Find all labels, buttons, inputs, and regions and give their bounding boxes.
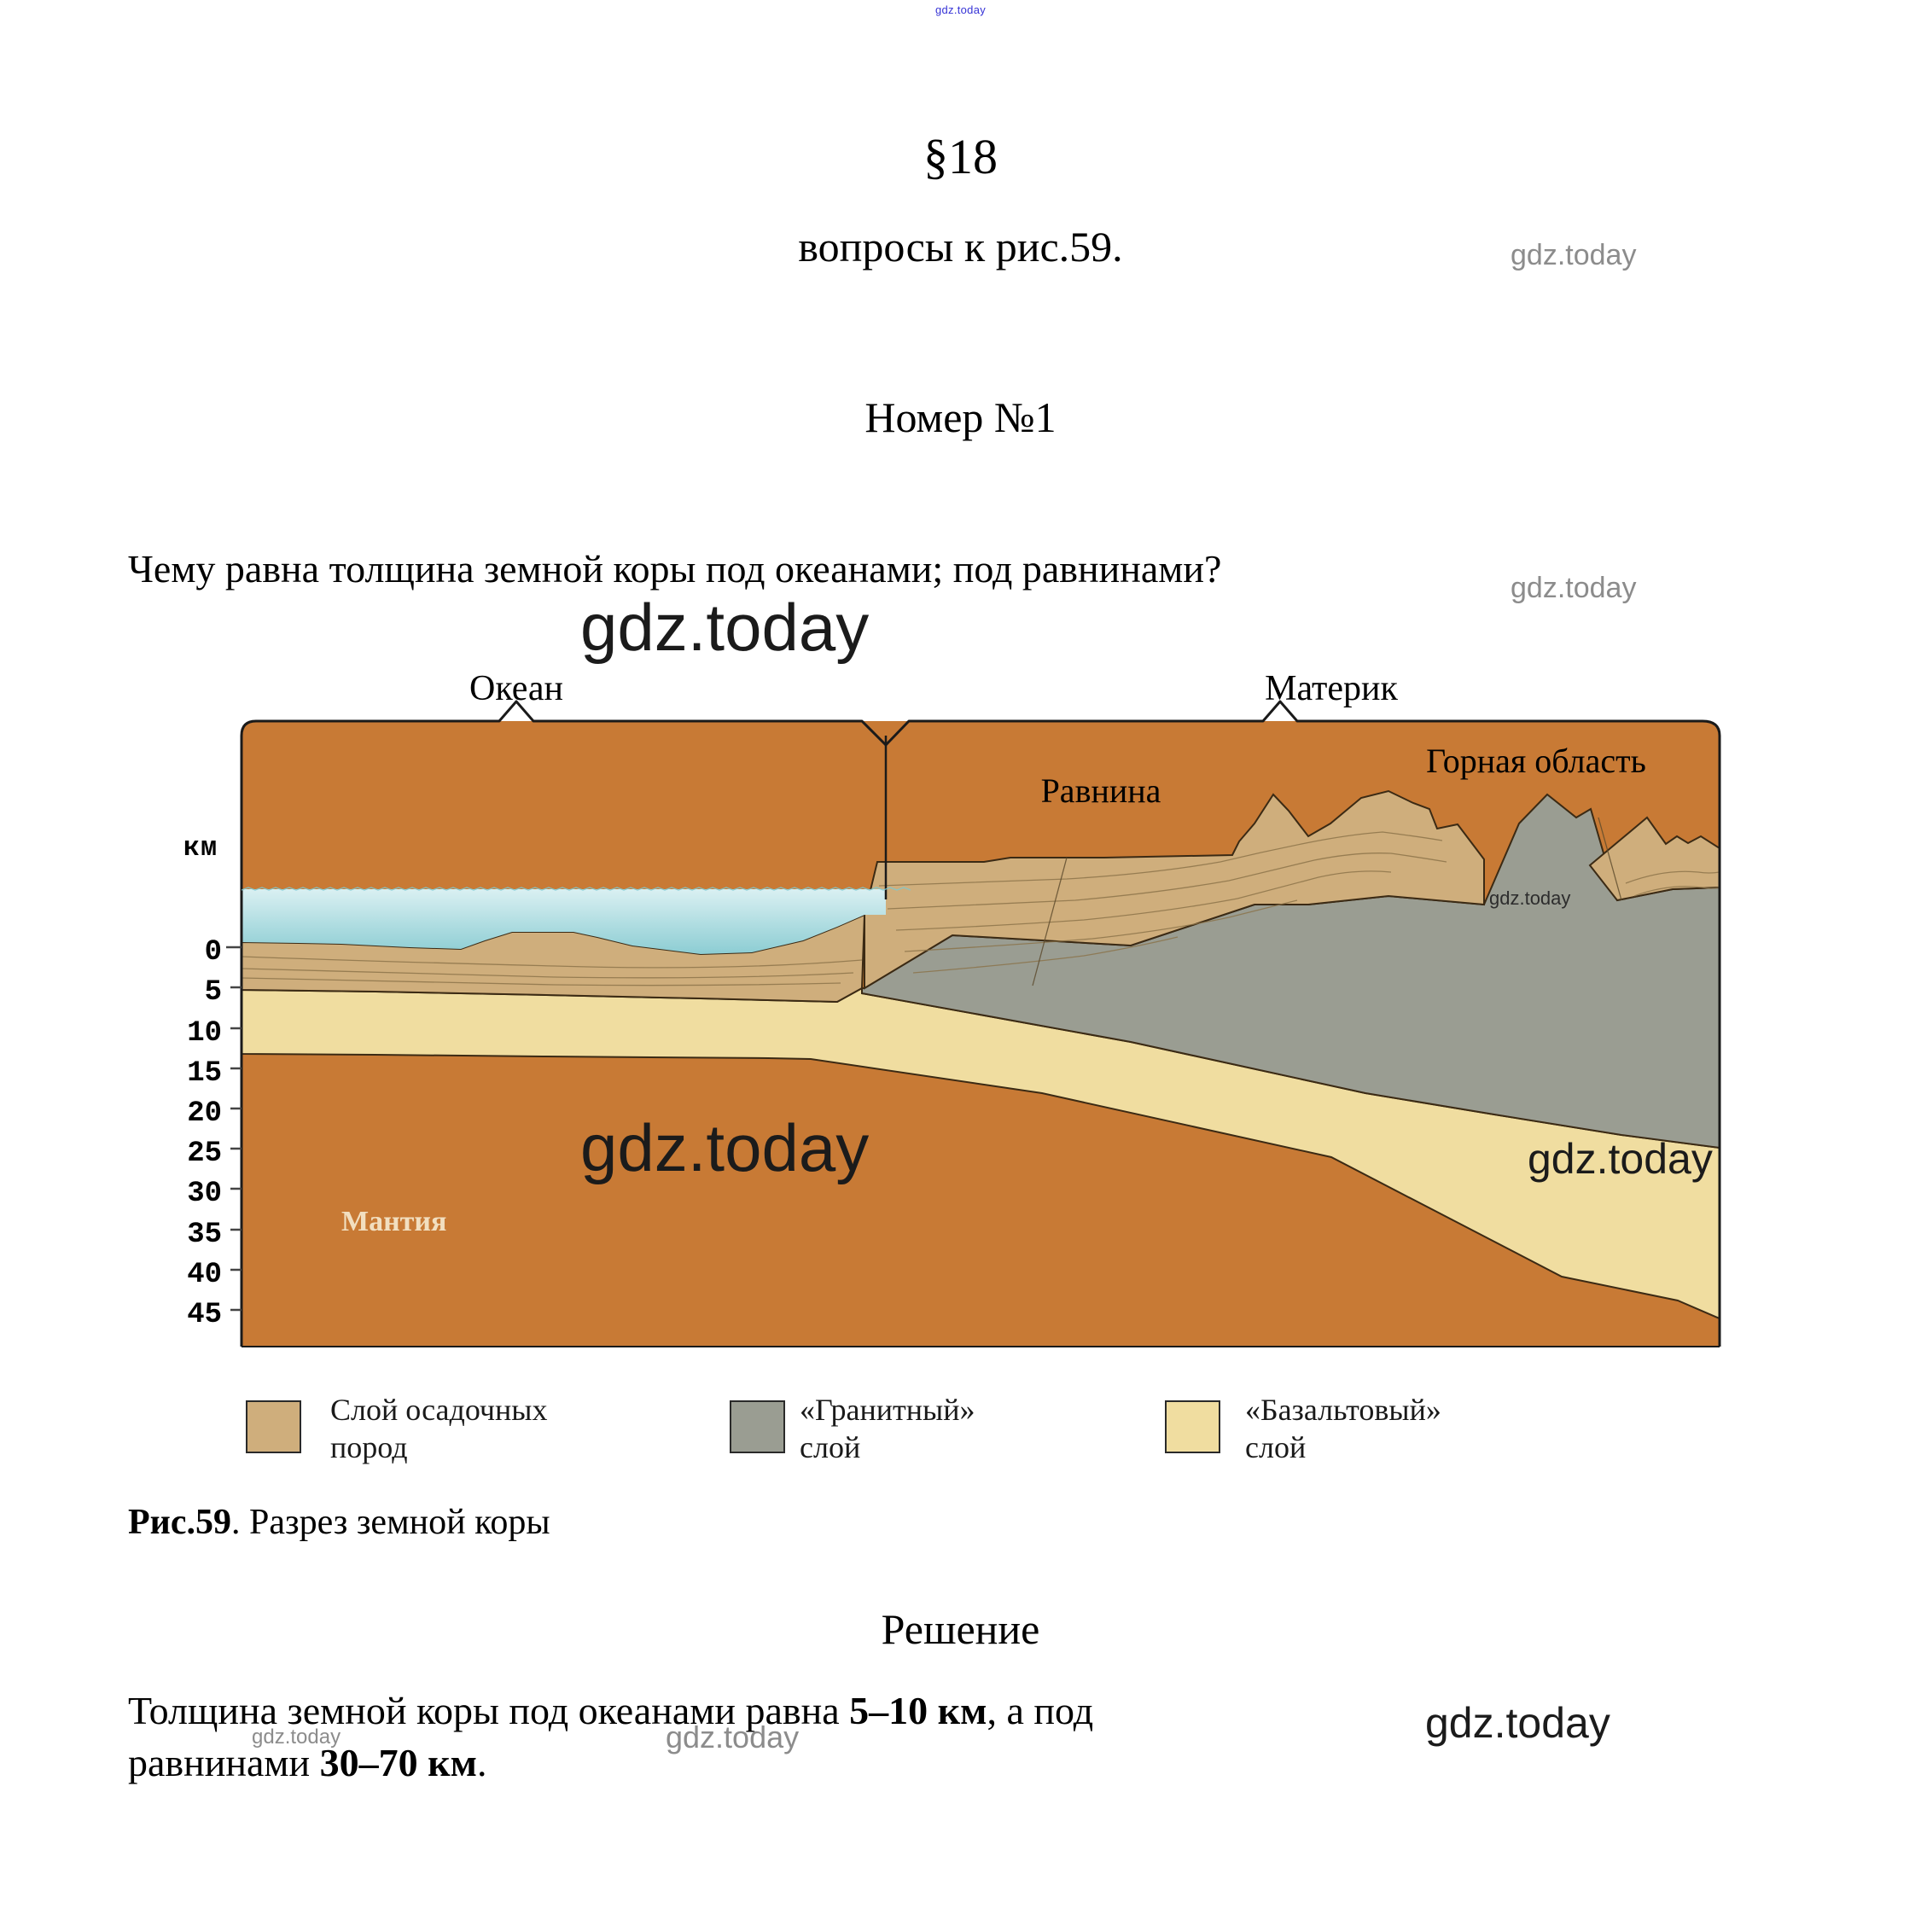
svg-text:45: 45 bbox=[187, 1299, 222, 1331]
svg-text:Океан: Океан bbox=[469, 669, 563, 708]
svg-text:Горная область: Горная область bbox=[1426, 742, 1646, 780]
svg-text:15: 15 bbox=[187, 1057, 222, 1090]
svg-text:5: 5 bbox=[205, 976, 222, 1009]
svg-text:35: 35 bbox=[187, 1219, 222, 1251]
svg-text:gdz.today: gdz.today bbox=[1489, 887, 1570, 909]
svg-text:25: 25 bbox=[187, 1138, 222, 1170]
svg-text:10: 10 bbox=[187, 1017, 222, 1050]
svg-text:gdz.today: gdz.today bbox=[580, 1110, 869, 1185]
svg-text:Материк: Материк bbox=[1265, 669, 1398, 708]
svg-text:40: 40 bbox=[187, 1259, 222, 1291]
svg-text:Мантия: Мантия bbox=[341, 1206, 446, 1237]
svg-text:gdz.today: gdz.today bbox=[1528, 1135, 1713, 1183]
svg-text:Равнина: Равнина bbox=[1041, 771, 1161, 810]
svg-text:30: 30 bbox=[187, 1178, 222, 1210]
svg-text:0: 0 bbox=[205, 936, 222, 969]
svg-text:20: 20 bbox=[187, 1097, 222, 1130]
